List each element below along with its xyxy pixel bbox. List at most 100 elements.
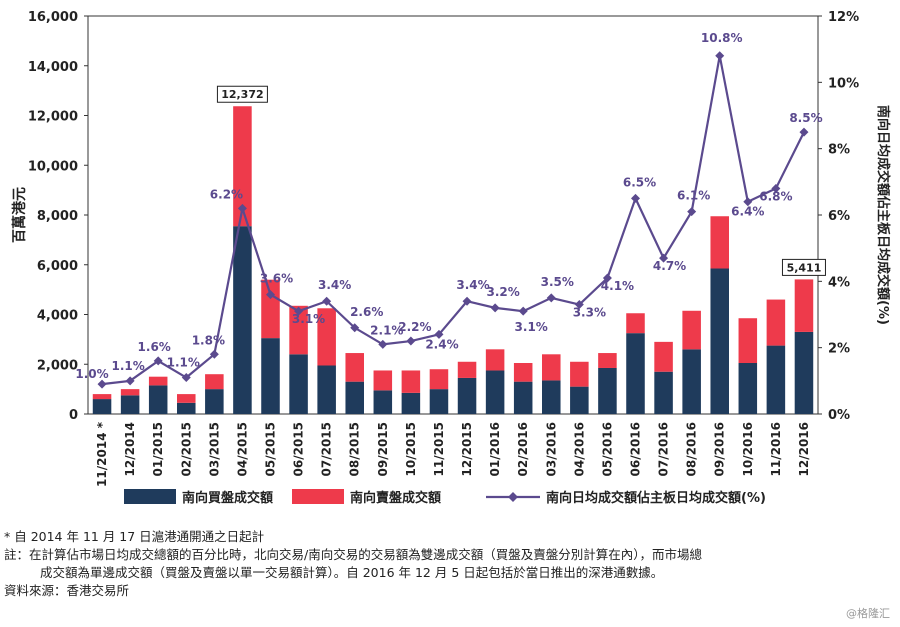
x-tick-label: 09/2015 <box>376 422 390 476</box>
x-tick-label: 12/2014 <box>123 422 137 476</box>
bar-sell <box>570 361 589 387</box>
bar-sell <box>317 308 336 366</box>
y-right-tick-label: 12% <box>828 10 859 25</box>
pct-point <box>743 197 753 207</box>
source-note: 資料來源：香港交易所 <box>4 583 130 598</box>
pct-data-label: 10.8% <box>701 31 743 45</box>
pct-data-label: 1.6% <box>138 340 171 354</box>
x-tick-label: 04/2016 <box>572 422 586 476</box>
x-tick-label: 01/2015 <box>151 422 165 476</box>
x-tick-label: 12/2016 <box>797 422 811 476</box>
footnote: * 自 2014 年 11 月 17 日滬港通開通之日起計 <box>4 529 265 544</box>
bar-total-callout-box <box>781 258 826 276</box>
bar-buy <box>120 395 140 414</box>
x-tick-label: 08/2015 <box>348 422 362 476</box>
y-tick-label: 16,000 <box>28 10 78 25</box>
y-right-axis-title: 南向日均成交額佔主板日均成交額(%) <box>875 105 891 325</box>
pct-data-label: 1.1% <box>167 356 200 370</box>
note-line-1: 註：在計算佔市場日均成交總額的百分比時，北向交易/南向交易的交易額為雙邊成交額（… <box>4 547 702 562</box>
x-tick-label: 10/2015 <box>404 422 418 476</box>
bar-buy <box>345 381 364 414</box>
x-tick-label: 03/2015 <box>207 422 221 476</box>
pct-point <box>434 329 444 339</box>
pct-data-label: 3.6% <box>260 272 293 286</box>
x-tick-label: 02/2016 <box>516 422 530 476</box>
pct-point <box>518 306 528 316</box>
x-tick-label: 05/2016 <box>600 422 614 476</box>
bar-sell <box>289 305 308 355</box>
pct-point <box>574 300 584 310</box>
y-tick-label: 4,000 <box>37 309 78 324</box>
bar-buy <box>373 390 393 414</box>
pct-point <box>209 349 219 359</box>
pct-point <box>322 296 332 306</box>
pct-data-label: 6.8% <box>759 189 792 203</box>
pct-point <box>462 296 472 306</box>
bar-buy <box>177 402 196 414</box>
pct-data-label: 3.5% <box>541 275 574 289</box>
y-tick-label: 0 <box>69 408 78 423</box>
x-tick-label: 02/2015 <box>179 422 193 476</box>
bar-sell <box>542 354 561 381</box>
bar-buy <box>794 331 814 414</box>
legend-swatch-sell <box>292 489 344 504</box>
bar-sell <box>794 279 814 332</box>
bar-buy <box>542 380 561 414</box>
legend-label-sell: 南向賣盤成交額 <box>350 490 441 506</box>
bar-sell <box>205 374 224 390</box>
x-tick-label: 10/2016 <box>741 422 755 476</box>
x-tick-label: 07/2015 <box>320 422 334 476</box>
pct-data-label: 2.4% <box>425 337 458 351</box>
pct-data-label: 2.6% <box>350 305 383 319</box>
bar-buy <box>401 392 421 414</box>
bar-sell <box>598 353 617 368</box>
pct-data-label: 8.5% <box>789 111 822 125</box>
bar-buy <box>233 226 252 414</box>
pct-point <box>125 376 135 386</box>
pct-series-line <box>101 55 805 386</box>
pct-point <box>378 339 388 349</box>
x-tick-label: 08/2016 <box>685 422 699 476</box>
bar-sell <box>148 376 168 386</box>
pct-data-label: 6.5% <box>623 175 656 189</box>
bar-sell <box>92 394 112 400</box>
pct-data-label: 1.1% <box>111 359 144 373</box>
bar-sell <box>626 313 645 334</box>
pct-data-label: 6.1% <box>677 189 710 203</box>
bar-total-callout: 5,411 <box>787 261 822 274</box>
pct-data-label: 1.8% <box>192 333 225 347</box>
pct-data-label: 3.2% <box>486 285 519 299</box>
note-line-2: 成交額為單邊成交額（買盤及賣盤以單一交易額計算）。自 2016 年 12 月 5… <box>40 565 664 580</box>
plot-frame <box>87 15 819 415</box>
bar-buy <box>317 365 336 414</box>
pct-point <box>153 356 163 366</box>
legend-label-buy: 南向買盤成交額 <box>182 490 273 506</box>
bar-sell <box>120 389 140 396</box>
pct-point <box>687 207 697 217</box>
x-tick-label: 06/2015 <box>292 422 306 476</box>
credit-watermark: @格隆汇 <box>846 607 890 620</box>
chart-notes: * 自 2014 年 11 月 17 日滬港通開通之日起計 註：在計算佔市場日均… <box>4 528 894 600</box>
pct-data-label: 3.4% <box>318 278 351 292</box>
bar-sell <box>401 370 421 393</box>
pct-point <box>602 273 612 283</box>
pct-data-label: 2.1% <box>370 323 403 337</box>
bar-buy <box>626 333 645 414</box>
y-right-tick-label: 6% <box>828 209 850 224</box>
y-right-tick-label: 10% <box>828 76 859 91</box>
pct-point <box>490 303 500 313</box>
bar-buy <box>738 363 758 414</box>
bar-buy <box>148 385 168 414</box>
pct-point <box>799 127 809 137</box>
bar-sell <box>261 279 280 339</box>
x-tick-label: 03/2016 <box>544 422 558 476</box>
bar-buy <box>289 354 308 414</box>
pct-point <box>406 336 416 346</box>
pct-data-label: 6.4% <box>731 205 764 219</box>
pct-data-label: 3.4% <box>456 278 489 292</box>
y-tick-label: 14,000 <box>28 60 78 75</box>
pct-data-label: 3.1% <box>292 312 325 326</box>
pct-point <box>546 293 556 303</box>
pct-point <box>266 290 275 300</box>
x-tick-label: 01/2016 <box>488 422 502 476</box>
